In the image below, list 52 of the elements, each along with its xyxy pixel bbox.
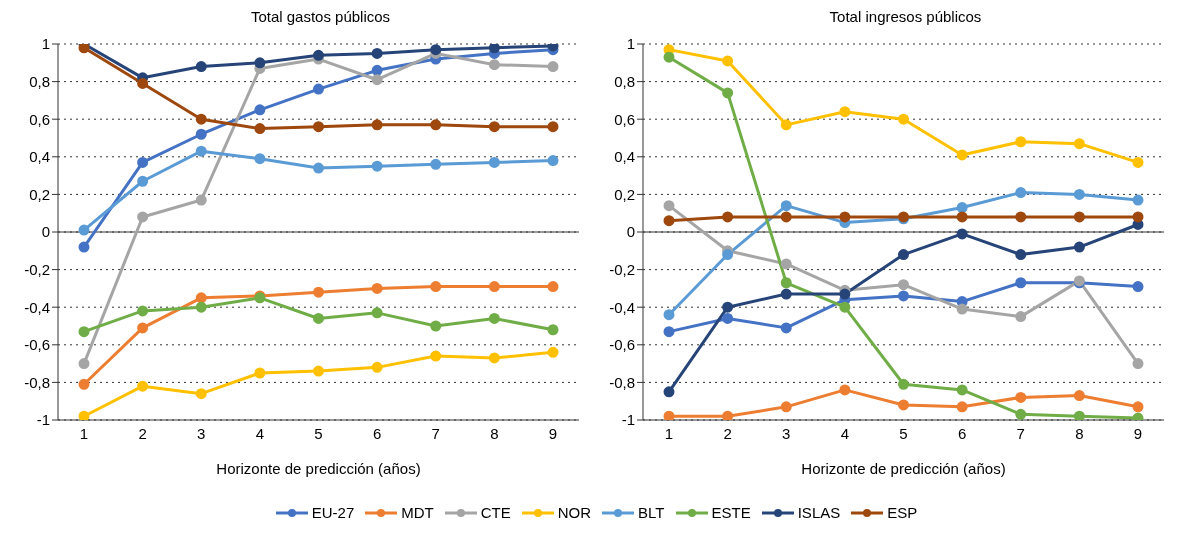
x-tick-label: 7 (1016, 424, 1025, 442)
x-tick-label: 4 (255, 424, 265, 442)
y-tick-label: 0,8 (614, 72, 635, 90)
y-tick-label: -0,4 (609, 298, 635, 316)
y-tick-label: 1 (626, 35, 635, 53)
x-tick-label: 1 (79, 424, 89, 442)
legend-label: MDT (401, 504, 434, 521)
y-tick-label: -0,6 (609, 336, 635, 354)
y-tick-label: -0,4 (24, 298, 50, 316)
y-tick-label: 0,2 (29, 185, 50, 203)
y-tick-label: 0 (41, 223, 50, 241)
x-tick-label: 3 (197, 424, 206, 442)
chart-title: Total ingresos públicos (828, 8, 983, 27)
x-tick-label: 5 (899, 424, 908, 442)
legend-label: ESTE (711, 504, 751, 521)
y-tick-label: 1 (41, 35, 50, 53)
x-tick-label: 3 (782, 424, 791, 442)
x-tick-label: 1 (664, 424, 674, 442)
y-tick-label: -1 (36, 411, 50, 429)
x-tick-label: 9 (1133, 424, 1143, 442)
y-tick-label: -0,8 (609, 373, 635, 391)
legend-label: EU-27 (311, 504, 355, 521)
y-tick-label: 0,6 (614, 110, 635, 128)
x-tick-label: 8 (490, 424, 499, 442)
y-tick-label: -0,2 (609, 260, 635, 278)
x-tick-label: 9 (548, 424, 558, 442)
y-tick-label: 0,2 (614, 185, 635, 203)
y-tick-label: -1 (621, 411, 635, 429)
y-tick-label: 0,4 (29, 148, 50, 166)
chart-title: Total gastos públicos (249, 8, 392, 27)
y-tick-label: -0,2 (24, 260, 50, 278)
legend-label: NOR (557, 504, 592, 521)
legend-label: BLT (638, 504, 665, 521)
y-tick-label: 0,6 (29, 110, 50, 128)
legend-label: ISLAS (797, 504, 841, 521)
x-tick-label: 2 (138, 424, 147, 442)
x-tick-label: 5 (314, 424, 323, 442)
x-tick-label: 6 (957, 424, 967, 442)
y-tick-label: -0,6 (24, 336, 50, 354)
x-tick-label: 8 (1075, 424, 1084, 442)
x-axis-title: Horizonte de predicción (años) (216, 460, 421, 477)
y-tick-label: -0,8 (24, 373, 50, 391)
x-tick-label: 2 (723, 424, 732, 442)
legend-label: ESP (887, 504, 918, 521)
x-tick-label: 4 (840, 424, 850, 442)
x-tick-label: 6 (372, 424, 382, 442)
legend-label: CTE (480, 504, 511, 521)
y-tick-label: 0 (626, 223, 635, 241)
x-axis-title: Horizonte de predicción (años) (801, 460, 1006, 477)
y-tick-label: 0,4 (614, 148, 635, 166)
x-tick-label: 7 (431, 424, 440, 442)
y-tick-label: 0,8 (29, 72, 50, 90)
